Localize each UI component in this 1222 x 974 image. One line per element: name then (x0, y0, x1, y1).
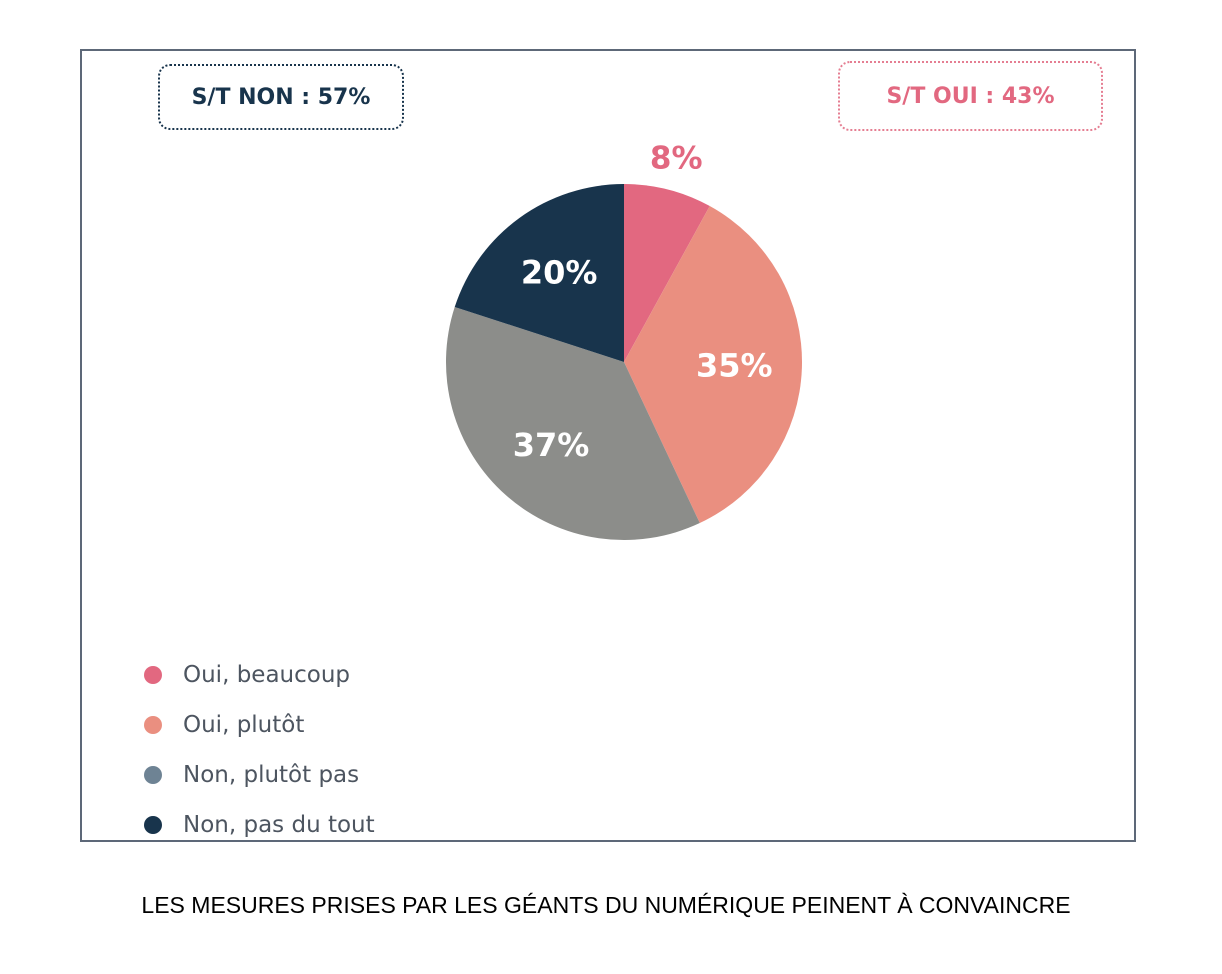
summary-non-box: S/T NON : 57% (158, 64, 404, 130)
pie-label-non-plutot-pas: 37% (513, 426, 590, 464)
pie-slice-oui-plutot (624, 206, 802, 524)
pie-slice-non-pas-du-tout (454, 184, 624, 362)
legend-label-oui-beaucoup: Oui, beaucoup (183, 662, 351, 688)
legend-swatch-oui-beaucoup (144, 666, 162, 684)
legend-swatch-non-plutot-pas (144, 766, 162, 784)
summary-oui-label: S/T OUI : 43% (886, 83, 1055, 109)
legend-swatch-oui-plutot (144, 716, 162, 734)
summary-oui-box: S/T OUI : 43% (838, 61, 1103, 131)
pie-slice-oui-beaucoup (624, 184, 710, 362)
summary-non-label: S/T NON : 57% (191, 84, 371, 110)
legend-label-non-pas-du-tout: Non, pas du tout (183, 812, 375, 838)
legend: Oui, beaucoup Oui, plutôt Non, plutôt pa… (144, 650, 375, 850)
legend-item-non-pas-du-tout: Non, pas du tout (144, 800, 375, 850)
legend-label-non-plutot-pas: Non, plutôt pas (183, 762, 360, 788)
pie-label-non-pas-du-tout: 20% (521, 254, 598, 292)
pie-label-oui-plutot: 35% (696, 346, 773, 384)
chart-caption: LES MESURES PRISES PAR LES GÉANTS DU NUM… (141, 892, 1071, 918)
legend-label-oui-plutot: Oui, plutôt (183, 712, 305, 738)
chart-frame (80, 49, 1136, 842)
legend-swatch-non-pas-du-tout (144, 816, 162, 834)
legend-item-oui-plutot: Oui, plutôt (144, 700, 375, 750)
legend-item-non-plutot-pas: Non, plutôt pas (144, 750, 375, 800)
legend-item-oui-beaucoup: Oui, beaucoup (144, 650, 375, 700)
pie-slice-non-plutot-pas (446, 306, 700, 540)
pie-label-oui-beaucoup: 8% (650, 141, 703, 177)
